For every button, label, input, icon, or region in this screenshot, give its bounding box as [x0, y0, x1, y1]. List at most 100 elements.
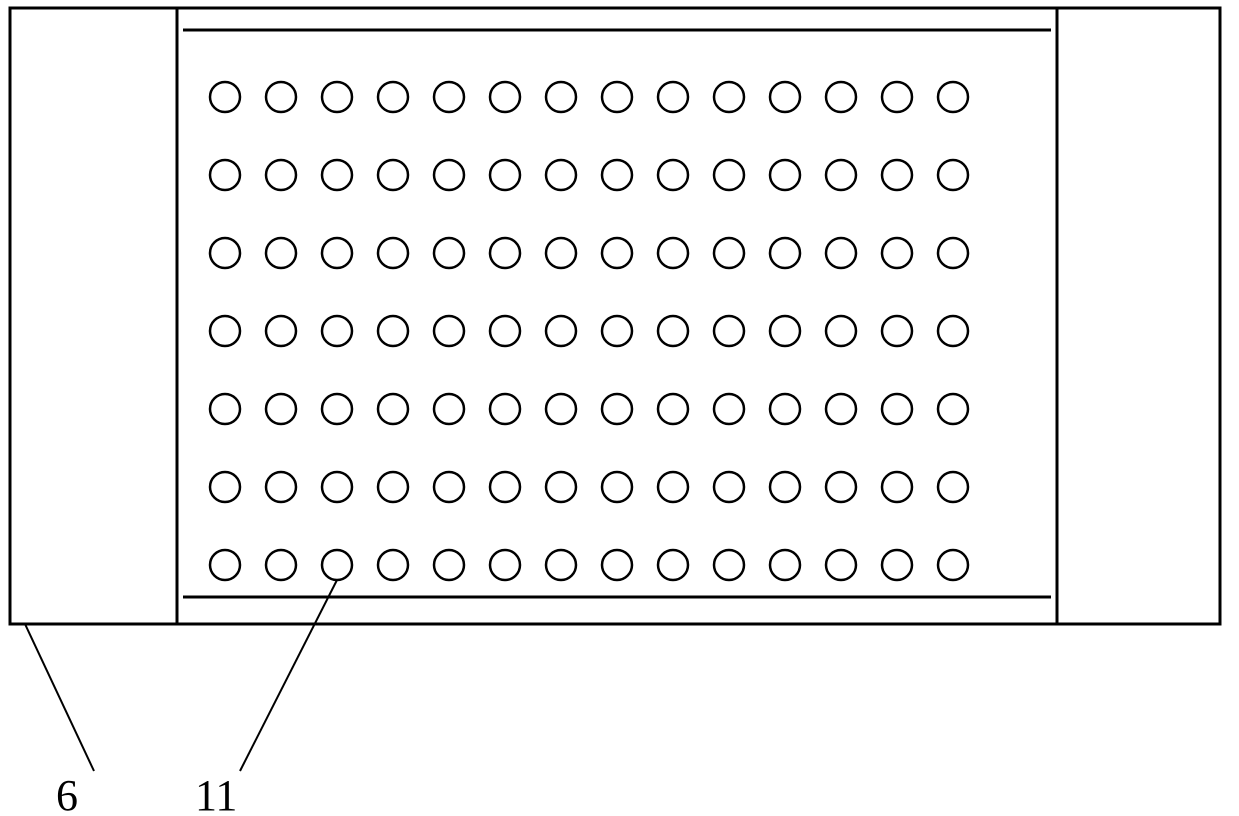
hole-grid: [210, 82, 968, 580]
hole: [210, 316, 240, 346]
hole: [546, 316, 576, 346]
hole: [210, 394, 240, 424]
hole: [602, 472, 632, 502]
hole: [378, 550, 408, 580]
hole: [938, 82, 968, 112]
hole: [434, 82, 464, 112]
hole: [658, 160, 688, 190]
hole: [210, 472, 240, 502]
hole: [546, 82, 576, 112]
hole: [490, 160, 520, 190]
leader_6-label: 6: [56, 771, 78, 816]
hole: [938, 472, 968, 502]
hole: [826, 82, 856, 112]
hole: [490, 550, 520, 580]
hole: [882, 160, 912, 190]
hole: [434, 238, 464, 268]
hole: [322, 472, 352, 502]
hole: [882, 394, 912, 424]
hole: [602, 316, 632, 346]
hole: [378, 394, 408, 424]
leader_6-leader: [25, 624, 94, 771]
hole: [378, 82, 408, 112]
hole: [210, 82, 240, 112]
hole: [658, 394, 688, 424]
hole: [714, 238, 744, 268]
hole: [714, 82, 744, 112]
hole: [602, 550, 632, 580]
hole: [882, 472, 912, 502]
hole: [882, 82, 912, 112]
hole: [434, 394, 464, 424]
hole: [546, 550, 576, 580]
hole: [770, 472, 800, 502]
hole: [322, 82, 352, 112]
hole: [770, 316, 800, 346]
hole: [658, 238, 688, 268]
hole: [434, 550, 464, 580]
hole: [882, 316, 912, 346]
hole: [602, 238, 632, 268]
hole: [770, 238, 800, 268]
hole: [602, 394, 632, 424]
hole: [546, 238, 576, 268]
hole: [490, 238, 520, 268]
hole: [266, 160, 296, 190]
hole: [714, 316, 744, 346]
hole: [322, 238, 352, 268]
hole: [938, 160, 968, 190]
hole: [882, 550, 912, 580]
leader_11-leader: [240, 580, 337, 771]
hole: [434, 472, 464, 502]
hole: [378, 472, 408, 502]
hole: [826, 238, 856, 268]
hole: [826, 472, 856, 502]
hole: [210, 550, 240, 580]
hole: [658, 550, 688, 580]
hole: [378, 316, 408, 346]
hole: [658, 472, 688, 502]
hole: [770, 160, 800, 190]
hole: [938, 316, 968, 346]
hole: [938, 238, 968, 268]
hole: [490, 82, 520, 112]
hole: [602, 160, 632, 190]
hole: [770, 550, 800, 580]
hole: [770, 82, 800, 112]
hole: [714, 394, 744, 424]
hole: [490, 472, 520, 502]
hole: [938, 394, 968, 424]
hole: [546, 160, 576, 190]
hole: [266, 394, 296, 424]
hole: [266, 550, 296, 580]
hole: [322, 550, 352, 580]
hole: [658, 316, 688, 346]
hole: [266, 316, 296, 346]
hole: [322, 316, 352, 346]
hole: [434, 316, 464, 346]
hole: [322, 160, 352, 190]
hole: [546, 394, 576, 424]
hole: [938, 550, 968, 580]
leader_11-label: 11: [195, 771, 237, 816]
hole: [714, 472, 744, 502]
hole: [490, 316, 520, 346]
hole: [210, 160, 240, 190]
hole: [210, 238, 240, 268]
hole: [882, 238, 912, 268]
hole: [826, 160, 856, 190]
hole: [434, 160, 464, 190]
hole: [378, 238, 408, 268]
hole: [266, 472, 296, 502]
hole: [378, 160, 408, 190]
hole: [546, 472, 576, 502]
hole: [826, 550, 856, 580]
hole: [490, 394, 520, 424]
hole: [266, 238, 296, 268]
hole: [826, 394, 856, 424]
hole: [602, 82, 632, 112]
hole: [770, 394, 800, 424]
hole: [826, 316, 856, 346]
hole: [266, 82, 296, 112]
hole: [322, 394, 352, 424]
